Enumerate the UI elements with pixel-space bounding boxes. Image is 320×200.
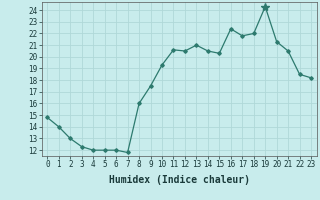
- X-axis label: Humidex (Indice chaleur): Humidex (Indice chaleur): [109, 175, 250, 185]
